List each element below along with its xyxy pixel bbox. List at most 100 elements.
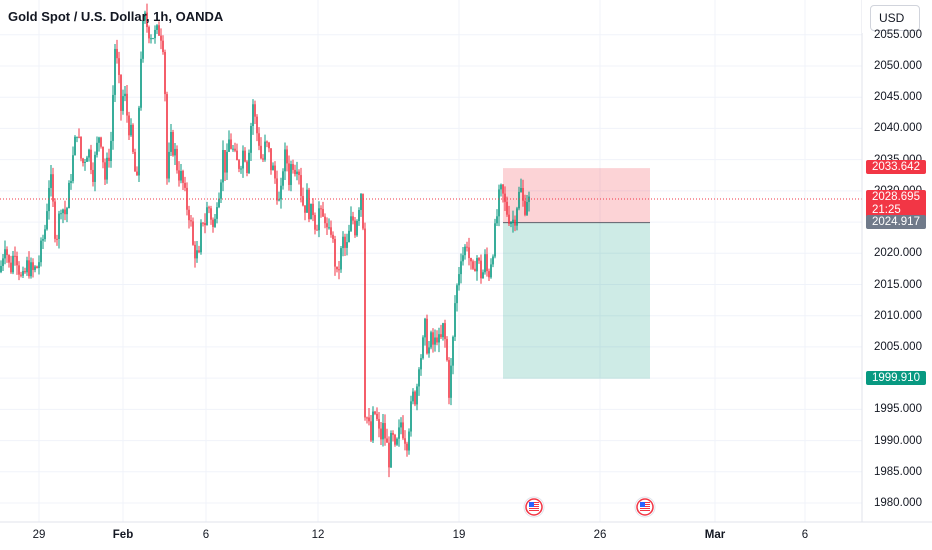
candle-body (138, 107, 140, 176)
entry-price-value: 2024.917 (872, 215, 920, 228)
candle-body (126, 93, 128, 116)
candle-body (490, 264, 492, 278)
time-tick-label: Feb (112, 529, 134, 541)
candle-body (264, 141, 266, 160)
candle-body (60, 213, 62, 215)
candle-body (274, 165, 276, 179)
candle-body (476, 258, 478, 272)
candle-body (150, 38, 152, 40)
candle-body (64, 209, 66, 215)
candle-body (124, 93, 126, 97)
candle-body (54, 201, 56, 239)
us-flag-icon[interactable] (634, 496, 656, 518)
candle-body (46, 211, 48, 230)
candle-body (168, 151, 170, 179)
candle-body (412, 391, 414, 402)
candle-body (444, 323, 446, 340)
candle-body (486, 254, 488, 272)
candle-body (78, 136, 80, 138)
candle-body (166, 94, 168, 179)
us-flag-icon[interactable] (523, 496, 545, 518)
candle-body (488, 271, 490, 278)
candle-body (418, 369, 420, 387)
candle-body (102, 146, 104, 163)
take-profit-zone[interactable] (503, 222, 650, 379)
candle-body (344, 236, 346, 248)
candle-body (370, 421, 372, 441)
candle-body (118, 58, 120, 75)
candle-body (384, 423, 386, 439)
candle-body (106, 157, 108, 180)
candle-body (210, 208, 212, 220)
price-tick-label: 2055.000 (874, 28, 922, 41)
symbol-title[interactable]: Gold Spot / U.S. Dollar, 1h, OANDA (8, 9, 224, 24)
candle-body (358, 209, 360, 221)
candle-body (420, 358, 422, 370)
candle-body (518, 191, 520, 209)
candle-body (194, 244, 196, 259)
candle-body (352, 216, 354, 221)
candle-body (230, 139, 232, 149)
candle-body (226, 151, 228, 173)
candle-body (348, 230, 350, 243)
candle-body (122, 96, 124, 111)
candle-body (186, 187, 188, 210)
candle-body (286, 149, 288, 164)
candle-body (292, 164, 294, 170)
candle-body (288, 163, 290, 185)
candle-body (28, 260, 30, 277)
candle-body (402, 422, 404, 439)
price-tick-label: 2005.000 (874, 340, 922, 353)
candle-body (438, 334, 440, 343)
candle-body (6, 249, 8, 256)
candle-body (62, 209, 64, 214)
candle-body (524, 200, 526, 215)
candle-body (428, 347, 430, 354)
candle-body (456, 285, 458, 304)
candle-body (482, 272, 484, 279)
candle-body (110, 140, 112, 161)
time-tick-label: 6 (202, 529, 210, 541)
currency-button[interactable]: USD (870, 5, 920, 31)
candle-body (398, 427, 400, 439)
candle-body (504, 193, 506, 202)
candle-body (390, 432, 392, 468)
time-tick-label: 29 (32, 529, 46, 541)
candle-body (382, 423, 384, 440)
candle-body (238, 160, 240, 169)
candle-body (354, 220, 356, 236)
candle-body (42, 239, 44, 241)
candle-body (18, 265, 20, 275)
time-tick-label: 6 (801, 529, 809, 541)
price-tick-label: 2020.000 (874, 247, 922, 260)
candle-body (462, 255, 464, 262)
candle-body (266, 141, 268, 143)
time-tick-label: 26 (593, 529, 607, 541)
candle-body (496, 216, 498, 224)
candle-body (320, 208, 322, 210)
candle-body (276, 178, 278, 201)
stop-loss-price-label: 2033.642 (866, 160, 926, 175)
candle-body (156, 25, 158, 30)
candle-body (314, 215, 316, 230)
candle-body (336, 266, 338, 270)
candle-body (214, 218, 216, 227)
price-tick-label: 2045.000 (874, 91, 922, 104)
candle-body (422, 337, 424, 359)
candle-body (242, 150, 244, 169)
candle-body (98, 137, 100, 143)
candle-body (22, 271, 24, 276)
candle-body (96, 142, 98, 155)
candle-body (32, 262, 34, 270)
candle-body (498, 189, 500, 217)
candle-body (392, 432, 394, 435)
candle-body (88, 149, 90, 158)
candle-body (260, 145, 262, 159)
candle-body (522, 187, 524, 201)
candle-body (478, 258, 480, 261)
candle-body (492, 256, 494, 265)
candle-body (134, 151, 136, 172)
price-tick-label: 1980.000 (874, 497, 922, 509)
candle-body (222, 149, 224, 183)
